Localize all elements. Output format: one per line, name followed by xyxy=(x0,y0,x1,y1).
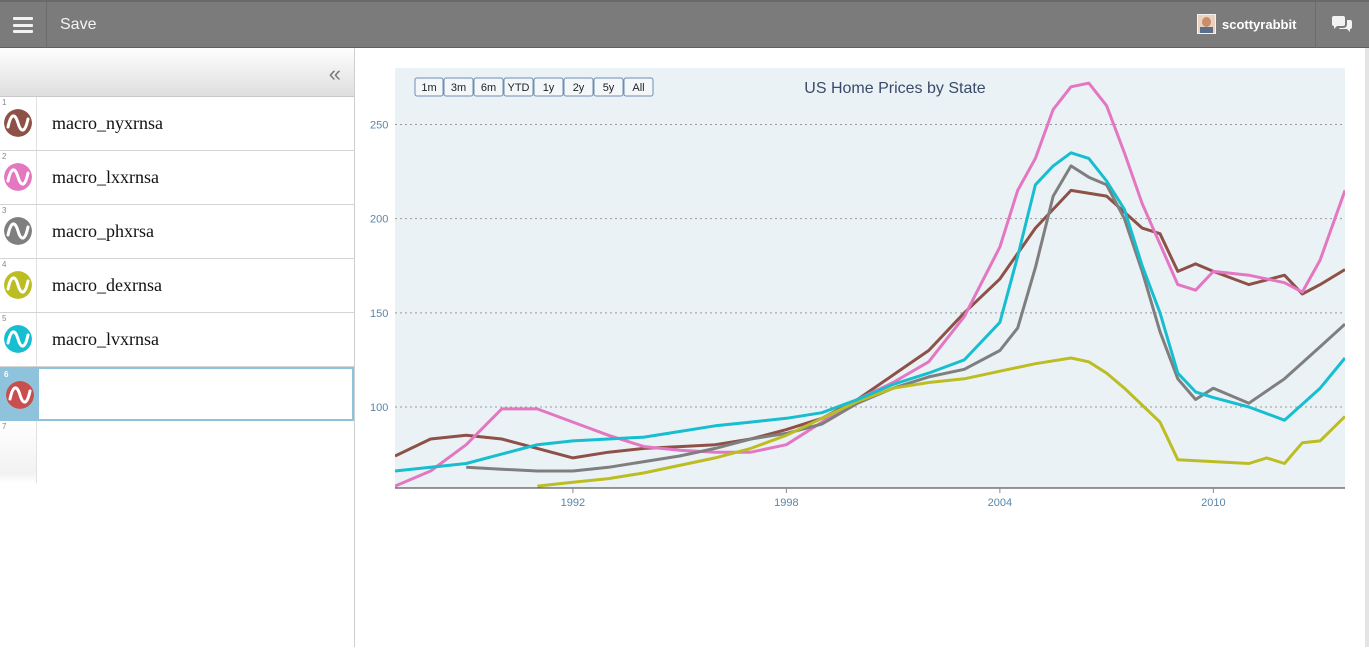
y-tick-label: 150 xyxy=(370,308,388,320)
series-wave-icon xyxy=(4,109,32,137)
range-button-1m[interactable] xyxy=(414,77,444,97)
range-button-1y[interactable] xyxy=(533,77,564,97)
row-number: 4 xyxy=(2,260,7,269)
collapse-sidebar-icon[interactable]: « xyxy=(328,61,341,86)
list-item[interactable]: 3 macro_phxrsa xyxy=(0,205,354,259)
line-chart: 100 150 200 250 1992 1998 2004 2010 US Home Pric… xyxy=(370,68,1345,509)
x-tick-label: 1992 xyxy=(561,497,585,509)
series-wave-icon xyxy=(6,381,34,409)
range-button-label: YTD xyxy=(508,82,530,94)
series-sidebar: « 1 macro_nyxrnsa 2 macro_lxxrnsa 3 macro_phx… xyxy=(0,48,355,647)
series-wave-icon xyxy=(4,271,32,299)
plot-background xyxy=(395,68,1345,488)
row-gutter: 3 xyxy=(0,205,37,258)
list-item[interactable]: 2 macro_lxxrnsa xyxy=(0,151,354,205)
series-line[interactable] xyxy=(537,356,1345,488)
y-tick-label: 200 xyxy=(370,214,388,226)
range-button-label: 2y xyxy=(573,82,585,94)
row-gutter: 4 xyxy=(0,259,37,312)
range-button-5y[interactable] xyxy=(593,77,624,97)
top-toolbar: Save scottyrabbit xyxy=(0,0,1369,48)
range-button-label: 1m xyxy=(421,82,436,94)
range-button-label: 3m xyxy=(451,82,466,94)
series-wave-icon xyxy=(4,325,32,353)
list-item[interactable]: 6 xyxy=(0,367,354,421)
series-name: macro_phxrsa xyxy=(52,221,154,241)
series-name: macro_lxxrnsa xyxy=(52,167,159,187)
list-item[interactable]: 5 macro_lvxrnsa xyxy=(0,313,354,367)
row-number: 6 xyxy=(4,370,9,379)
list-item[interactable]: 7 xyxy=(0,421,354,483)
series-name xyxy=(37,421,52,483)
series-name: macro_dexrnsa xyxy=(52,275,162,295)
chart-title: US Home Prices by State xyxy=(804,80,986,97)
chat-bubbles-icon[interactable] xyxy=(1331,16,1353,34)
row-number: 5 xyxy=(2,314,7,323)
row-gutter: 1 xyxy=(0,97,37,150)
row-gutter: 5 xyxy=(0,313,37,366)
row-number: 7 xyxy=(2,422,7,431)
range-button-label: 5y xyxy=(603,82,615,94)
range-button-label: All xyxy=(632,82,644,94)
toolbar-divider xyxy=(1315,2,1316,48)
x-tick-label: 2010 xyxy=(1201,497,1225,509)
hamburger-menu-icon[interactable] xyxy=(0,2,47,48)
row-number: 1 xyxy=(2,98,7,107)
x-tick-label: 1998 xyxy=(774,497,798,509)
range-button-2y[interactable] xyxy=(563,77,594,97)
series-line[interactable] xyxy=(395,81,1345,488)
chart-panel: 100 150 200 250 1992 1998 2004 2010 US Home Pric… xyxy=(356,48,1365,647)
x-tick-label: 2004 xyxy=(988,497,1012,509)
row-number: 3 xyxy=(2,206,7,215)
scrollbar-track[interactable] xyxy=(1365,48,1369,647)
series-line[interactable] xyxy=(395,151,1345,473)
range-button-3m[interactable] xyxy=(443,77,474,97)
range-button-label: 1y xyxy=(543,82,555,94)
list-item[interactable]: 4 macro_dexrnsa xyxy=(0,259,354,313)
avatar xyxy=(1197,14,1216,34)
series-name: macro_nyxrnsa xyxy=(52,113,163,133)
range-button-all[interactable] xyxy=(623,77,654,97)
series-wave-icon xyxy=(4,217,32,245)
list-item[interactable]: 1 macro_nyxrnsa xyxy=(0,97,354,151)
series-wave-icon xyxy=(4,163,32,191)
series-name: macro_lvxrnsa xyxy=(52,329,159,349)
y-tick-label: 250 xyxy=(370,120,388,132)
y-tick-label: 100 xyxy=(370,402,388,414)
username-label: scottyrabbit xyxy=(1222,16,1297,32)
row-gutter: 6 xyxy=(2,369,39,419)
sidebar-header: « xyxy=(0,48,354,97)
range-button-label: 6m xyxy=(481,82,496,94)
series-line[interactable] xyxy=(466,164,1345,473)
row-gutter: 2 xyxy=(0,151,37,204)
row-gutter: 7 xyxy=(0,421,37,483)
user-menu[interactable]: scottyrabbit xyxy=(1197,14,1296,34)
range-button-ytd[interactable] xyxy=(503,77,534,97)
row-number: 2 xyxy=(2,152,7,161)
save-button[interactable]: Save xyxy=(60,16,97,33)
series-name xyxy=(39,369,54,419)
range-button-6m[interactable] xyxy=(473,77,504,97)
